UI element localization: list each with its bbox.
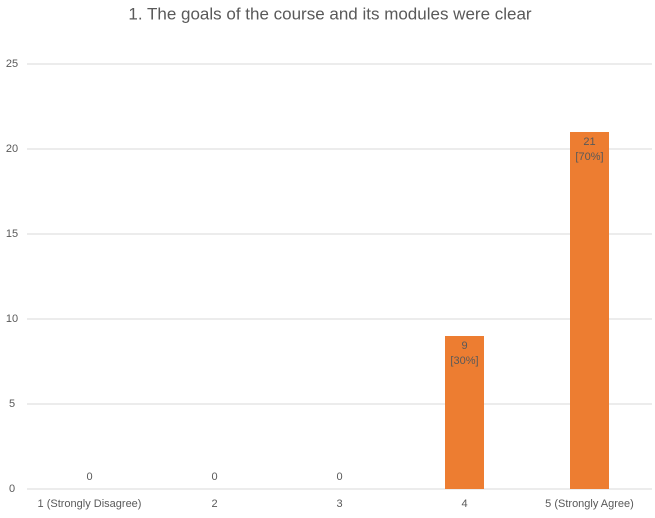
x-tick-label: 2 [211,498,217,510]
y-tick-label: 5 [9,398,15,410]
data-label-line: 0 [211,471,217,483]
x-tick-label: 1 (Strongly Disagree) [38,498,142,510]
x-tick-label: 3 [336,498,342,510]
y-tick-label: 0 [9,483,15,495]
data-label-line: 0 [336,471,342,483]
data-label-line: 21 [583,136,595,148]
data-label-line: 0 [86,471,92,483]
chart-title: 1. The goals of the course and its modul… [128,4,532,23]
data-label-line: [70%] [575,151,603,163]
bar [445,336,484,489]
y-tick-label: 20 [6,143,18,155]
y-tick-label: 25 [6,58,18,70]
data-label: 21 [70%] [575,136,603,163]
y-tick-label: 15 [6,228,18,240]
data-label: 9 [30%] [450,340,478,367]
data-label: 0 [86,471,92,483]
x-tick-label: 4 [461,498,467,510]
y-tick-label: 10 [6,313,18,325]
x-tick-label: 5 (Strongly Agree) [545,498,634,510]
data-label-line: [30%] [450,355,478,367]
data-label: 0 [211,471,217,483]
bar [570,132,609,489]
data-label: 0 [336,471,342,483]
data-label-line: 9 [461,340,467,352]
